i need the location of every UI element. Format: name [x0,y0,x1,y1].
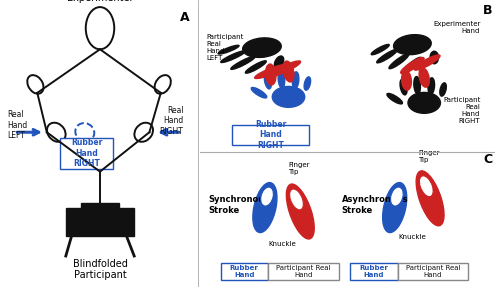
Ellipse shape [283,61,294,82]
Ellipse shape [278,71,284,88]
Ellipse shape [254,65,287,79]
Text: Rubber
Hand
RIGHT: Rubber Hand RIGHT [71,138,102,168]
Ellipse shape [371,44,389,55]
Ellipse shape [290,189,304,210]
Ellipse shape [270,61,300,76]
Ellipse shape [414,55,440,70]
Text: Real
Hand
LEFT: Real Hand LEFT [7,110,27,140]
Text: Finger
Tip: Finger Tip [418,150,440,163]
FancyBboxPatch shape [350,263,398,280]
Text: Experimenter
Hand: Experimenter Hand [433,21,480,34]
Ellipse shape [430,51,438,64]
FancyBboxPatch shape [60,138,114,169]
Text: Participant
Real
Hand
RIGHT: Participant Real Hand RIGHT [443,97,480,124]
Ellipse shape [286,184,314,239]
Ellipse shape [428,78,434,94]
Ellipse shape [416,171,444,226]
Ellipse shape [304,77,310,90]
Ellipse shape [414,77,420,94]
Text: Real
Hand
RIGHT: Real Hand RIGHT [160,106,184,136]
Ellipse shape [390,187,403,206]
Text: Rubber
Hand
RIGHT: Rubber Hand RIGHT [255,120,286,150]
FancyBboxPatch shape [220,263,268,280]
Bar [66,208,134,236]
Ellipse shape [274,56,283,68]
Ellipse shape [253,183,277,232]
Ellipse shape [221,51,246,63]
Bar [81,203,119,214]
Ellipse shape [264,73,272,89]
Ellipse shape [218,45,239,54]
Text: Asynchronous
Stroke: Asynchronous Stroke [342,195,408,215]
Text: Synchronous
Stroke: Synchronous Stroke [209,195,270,215]
Ellipse shape [402,71,411,90]
Ellipse shape [231,56,255,69]
Ellipse shape [246,61,266,73]
Text: B: B [482,4,492,17]
Text: Experimenter: Experimenter [67,0,133,3]
Text: Rubber
Hand: Rubber Hand [230,265,258,278]
Ellipse shape [251,88,267,98]
Ellipse shape [400,57,424,74]
Text: Knuckle: Knuckle [268,241,296,247]
Ellipse shape [419,68,430,87]
Ellipse shape [404,57,421,71]
Text: Finger
Tip: Finger Tip [288,162,310,174]
Ellipse shape [394,35,431,55]
Ellipse shape [260,187,274,206]
Text: A: A [180,11,190,24]
Ellipse shape [420,176,433,197]
Ellipse shape [440,83,446,96]
Ellipse shape [376,49,398,63]
Text: Blindfolded
Participant: Blindfolded Participant [72,259,128,280]
Ellipse shape [266,64,276,85]
Ellipse shape [387,94,402,104]
Text: Rubber
Hand: Rubber Hand [360,265,388,278]
Text: Participant
Real
Hand
LEFT: Participant Real Hand LEFT [206,34,244,61]
Text: Participant Real
Hand: Participant Real Hand [406,265,460,278]
Ellipse shape [389,54,409,69]
Ellipse shape [292,72,299,88]
Ellipse shape [382,183,407,232]
Ellipse shape [400,79,407,95]
Text: Participant Real
Hand: Participant Real Hand [276,265,330,278]
FancyBboxPatch shape [232,125,309,145]
FancyBboxPatch shape [268,263,338,280]
Ellipse shape [408,92,440,113]
Ellipse shape [272,86,304,107]
FancyBboxPatch shape [398,263,468,280]
Text: C: C [483,154,492,166]
Ellipse shape [242,38,281,57]
Text: Knuckle: Knuckle [398,234,426,240]
